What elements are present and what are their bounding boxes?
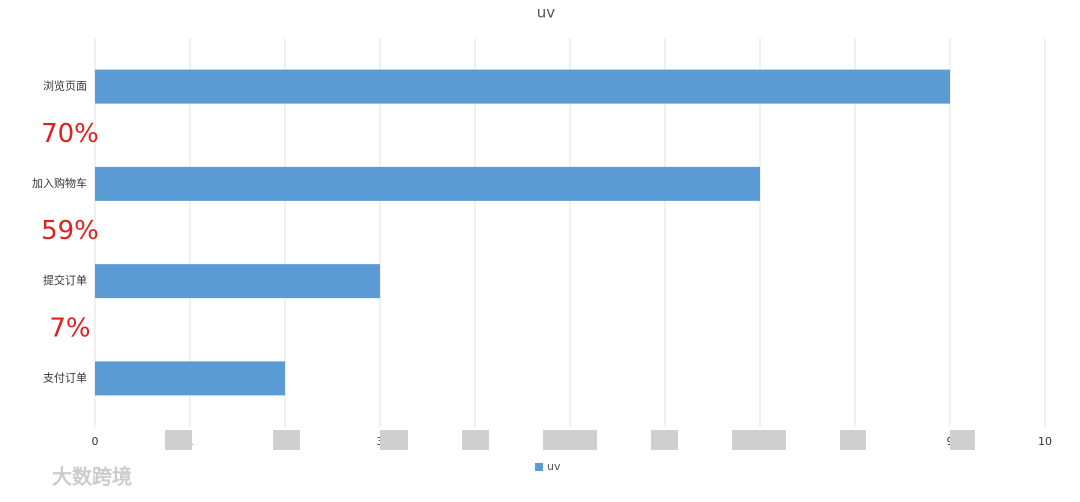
blotch bbox=[165, 430, 192, 450]
blotch bbox=[732, 430, 786, 450]
annotation: 70% bbox=[41, 119, 99, 149]
bar bbox=[95, 69, 950, 104]
watermark: 大数跨境 bbox=[52, 465, 132, 489]
x-tick-label: 10 bbox=[1038, 435, 1052, 448]
annotation: 59% bbox=[41, 216, 99, 246]
blotch bbox=[840, 430, 866, 450]
blotch bbox=[543, 430, 597, 450]
y-tick-label: 浏览页面 bbox=[43, 79, 87, 93]
y-tick-label: 加入购物车 bbox=[32, 176, 87, 190]
blotch bbox=[950, 430, 975, 450]
y-tick-label: 提交订单 bbox=[43, 273, 87, 287]
bar bbox=[95, 166, 760, 201]
annotation: 7% bbox=[49, 313, 90, 343]
legend-label: uv bbox=[547, 460, 561, 473]
blotch bbox=[380, 430, 408, 450]
bar bbox=[95, 264, 380, 299]
legend-swatch bbox=[535, 463, 543, 471]
y-tick-label: 支付订单 bbox=[43, 371, 87, 384]
chart-title: uv bbox=[537, 4, 556, 22]
blotch bbox=[651, 430, 678, 450]
x-tick-label: 0 bbox=[92, 435, 99, 448]
blotch bbox=[273, 430, 300, 450]
bar bbox=[95, 361, 285, 396]
blotch bbox=[462, 430, 489, 450]
